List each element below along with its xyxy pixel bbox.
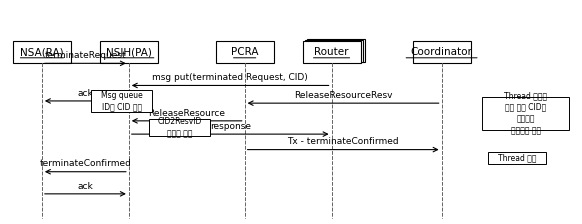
Text: response: response <box>210 122 251 131</box>
Text: Thread 소멸: Thread 소멸 <box>498 153 536 162</box>
Text: NSA(RA): NSA(RA) <box>20 47 64 57</box>
Text: PCRA: PCRA <box>231 47 258 57</box>
FancyBboxPatch shape <box>488 152 546 164</box>
Text: ack: ack <box>77 89 93 98</box>
FancyBboxPatch shape <box>413 41 471 63</box>
FancyBboxPatch shape <box>91 90 152 112</box>
FancyBboxPatch shape <box>149 119 210 136</box>
FancyBboxPatch shape <box>305 40 363 62</box>
Text: Thread 생성시
전달 받은 CID에
해당하는
메시지만 수신: Thread 생성시 전달 받은 CID에 해당하는 메시지만 수신 <box>504 91 547 135</box>
Text: Msg queue
ID로 CID 활용: Msg queue ID로 CID 활용 <box>101 90 143 111</box>
Text: Tx - terminateConfirmed: Tx - terminateConfirmed <box>288 137 399 146</box>
FancyBboxPatch shape <box>303 41 360 63</box>
Text: NSIH(PA): NSIH(PA) <box>106 47 152 57</box>
Text: msg put(terminated Request, CID): msg put(terminated Request, CID) <box>152 73 308 82</box>
FancyBboxPatch shape <box>216 41 274 63</box>
Text: ReleaseResourceResv: ReleaseResourceResv <box>294 91 392 100</box>
Text: ack: ack <box>77 181 93 191</box>
Text: ReleaseResource: ReleaseResource <box>148 109 225 118</box>
FancyBboxPatch shape <box>482 97 569 130</box>
FancyBboxPatch shape <box>100 41 158 63</box>
Text: terminateConfirmed: terminateConfirmed <box>40 159 132 168</box>
Text: Router: Router <box>314 47 349 57</box>
Text: CID2ResvID
엔트리 삭제: CID2ResvID 엔트리 삭제 <box>157 117 202 138</box>
FancyBboxPatch shape <box>13 41 71 63</box>
Text: Coordinator: Coordinator <box>411 47 473 57</box>
FancyBboxPatch shape <box>307 39 365 62</box>
Text: terminateRequest: terminateRequest <box>45 51 126 60</box>
